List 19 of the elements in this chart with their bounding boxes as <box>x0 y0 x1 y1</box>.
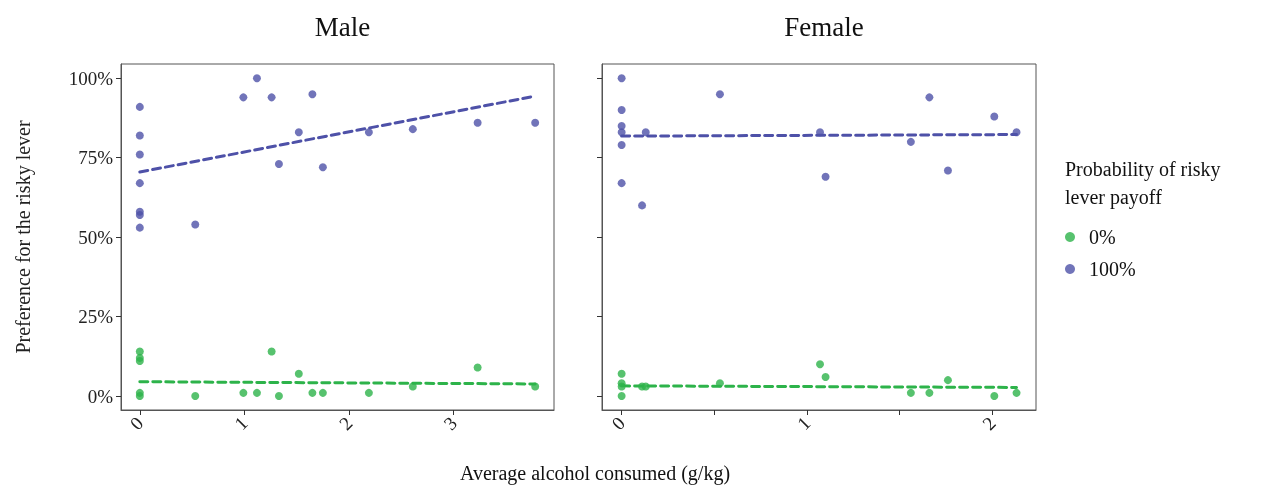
y-tick-label: 25% <box>78 306 114 328</box>
legend-label: 0% <box>1089 226 1116 248</box>
chart-title: Female <box>784 11 864 42</box>
x-tick-label: 2 <box>334 412 357 435</box>
y-axis-title: Preference for the risky lever <box>12 120 35 354</box>
legend-title: Probability of risky lever payoff <box>1065 158 1226 209</box>
y-tick-label: 100% <box>68 67 114 89</box>
x-tick-label: 2 <box>978 412 1000 435</box>
x-tick-label: 1 <box>230 412 252 435</box>
x-axis-title: Average alcohol consumed (g/kg) <box>458 462 732 485</box>
y-tick-label: 75% <box>78 147 114 169</box>
y-tick-label: 0% <box>87 385 114 407</box>
x-tick-label: 0 <box>125 412 148 435</box>
chart-title: Male <box>314 11 371 42</box>
legend-label: 100% <box>1089 258 1136 280</box>
y-tick-label: 50% <box>78 226 114 248</box>
x-tick-label: 1 <box>792 412 815 435</box>
x-tick-label: 3 <box>439 412 462 435</box>
x-tick-label: 0 <box>607 412 630 435</box>
